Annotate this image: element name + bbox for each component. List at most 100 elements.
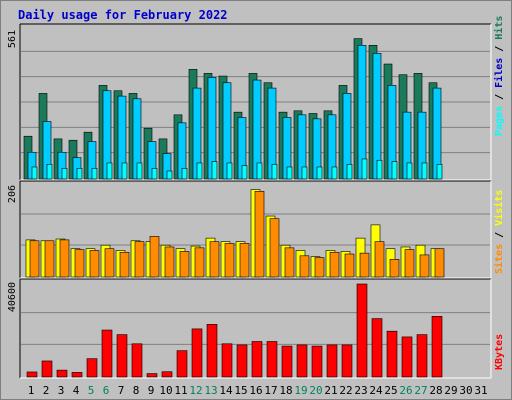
day-label: 5 xyxy=(88,384,95,397)
pages-bar xyxy=(46,163,53,180)
pages-bar xyxy=(421,162,428,180)
kbytes-bar xyxy=(86,358,98,378)
pages-bar xyxy=(121,162,128,180)
pages-bar xyxy=(301,166,308,180)
day-label: 12 xyxy=(189,384,202,397)
kbytes-bar xyxy=(266,341,278,378)
pages-bar xyxy=(196,162,203,180)
legend-item: Files xyxy=(493,58,505,88)
kbytes-bar xyxy=(386,330,398,378)
kbytes-bar xyxy=(236,344,248,378)
pages-bar xyxy=(436,163,443,180)
pages-bar xyxy=(361,158,368,180)
kbytes-bar xyxy=(116,334,128,378)
day-label: 9 xyxy=(148,384,155,397)
sites-bar xyxy=(314,257,325,278)
ymax-label-kbytes: 40600 xyxy=(7,282,18,312)
day-label: 21 xyxy=(324,384,337,397)
pages-bar xyxy=(106,162,113,180)
pages-bar xyxy=(76,168,83,180)
sites-bar xyxy=(59,239,70,278)
day-label: 2 xyxy=(43,384,50,397)
sites-bar xyxy=(134,241,145,278)
day-label: 16 xyxy=(249,384,262,397)
day-label: 17 xyxy=(264,384,277,397)
sites-bar xyxy=(74,249,85,278)
kbytes-bar xyxy=(416,334,428,378)
kbytes-bar xyxy=(371,318,383,378)
pages-bar xyxy=(271,163,278,180)
chart-title: Daily usage for February 2022 xyxy=(18,8,228,22)
sites-bar xyxy=(344,253,355,278)
kbytes-bar xyxy=(251,341,263,378)
legend-item: Visits xyxy=(493,190,505,226)
kbytes-bar xyxy=(176,350,188,378)
pages-bar xyxy=(331,166,338,180)
day-label: 13 xyxy=(204,384,217,397)
sites-bar xyxy=(299,255,310,278)
kbytes-bar xyxy=(191,328,203,378)
sites-bar xyxy=(434,248,445,278)
legend-item: Pages xyxy=(494,106,505,136)
kbytes-bar xyxy=(341,344,353,378)
kbytes-bar xyxy=(311,345,323,378)
sites-bar xyxy=(119,251,130,278)
pages-bar xyxy=(136,162,143,180)
pages-bar xyxy=(316,166,323,180)
day-label: 29 xyxy=(444,384,457,397)
day-label: 25 xyxy=(384,384,397,397)
kbytes-bar xyxy=(41,360,53,378)
legend-item: Sites xyxy=(493,244,505,274)
sites-bar xyxy=(239,243,250,278)
day-label: 4 xyxy=(73,384,80,397)
pages-bar xyxy=(286,166,293,180)
kbytes-bar xyxy=(326,344,338,378)
day-label: 8 xyxy=(133,384,140,397)
kbytes-bar xyxy=(56,369,68,378)
day-label: 15 xyxy=(234,384,247,397)
day-label: 6 xyxy=(103,384,110,397)
kbytes-bar xyxy=(431,315,443,378)
kbytes-bar xyxy=(71,372,83,378)
pages-bar xyxy=(181,168,188,180)
sites-bar xyxy=(329,251,340,278)
kbytes-bar xyxy=(401,336,413,378)
kbytes-bar xyxy=(131,343,143,378)
day-label: 26 xyxy=(399,384,412,397)
sites-bar xyxy=(419,254,430,278)
sites-bar xyxy=(269,218,280,278)
day-label: 11 xyxy=(174,384,187,397)
day-label: 31 xyxy=(474,384,487,397)
sites-bar xyxy=(194,247,205,278)
day-label: 22 xyxy=(339,384,352,397)
sites-bar xyxy=(29,240,40,278)
kbytes-bar xyxy=(221,343,233,378)
day-label: 23 xyxy=(354,384,367,397)
kbytes-bar xyxy=(206,324,218,378)
sites-bar xyxy=(209,241,220,278)
kbytes-bar xyxy=(281,345,293,378)
pages-bar xyxy=(406,162,413,180)
sites-bar xyxy=(224,243,235,278)
pages-bar xyxy=(256,162,263,180)
kbytes-bar xyxy=(296,344,308,378)
sites-bar xyxy=(284,247,295,278)
sites-bar xyxy=(149,236,160,278)
pages-bar xyxy=(346,163,353,180)
pages-bar xyxy=(241,165,248,180)
pages-bar xyxy=(226,162,233,180)
pages-bar xyxy=(391,161,398,180)
day-label: 3 xyxy=(58,384,65,397)
sites-bar xyxy=(44,240,55,278)
kbytes-bar xyxy=(26,371,38,378)
day-label: 10 xyxy=(159,384,172,397)
pages-bar xyxy=(166,170,173,180)
ymax-label-visitors: 206 xyxy=(7,185,18,203)
pages-bar xyxy=(91,168,98,180)
pages-bar xyxy=(376,159,383,180)
legend-item: Hits xyxy=(493,16,505,40)
legend-separator: / xyxy=(494,40,505,58)
day-label: 19 xyxy=(294,384,307,397)
sites-bar xyxy=(89,250,100,278)
